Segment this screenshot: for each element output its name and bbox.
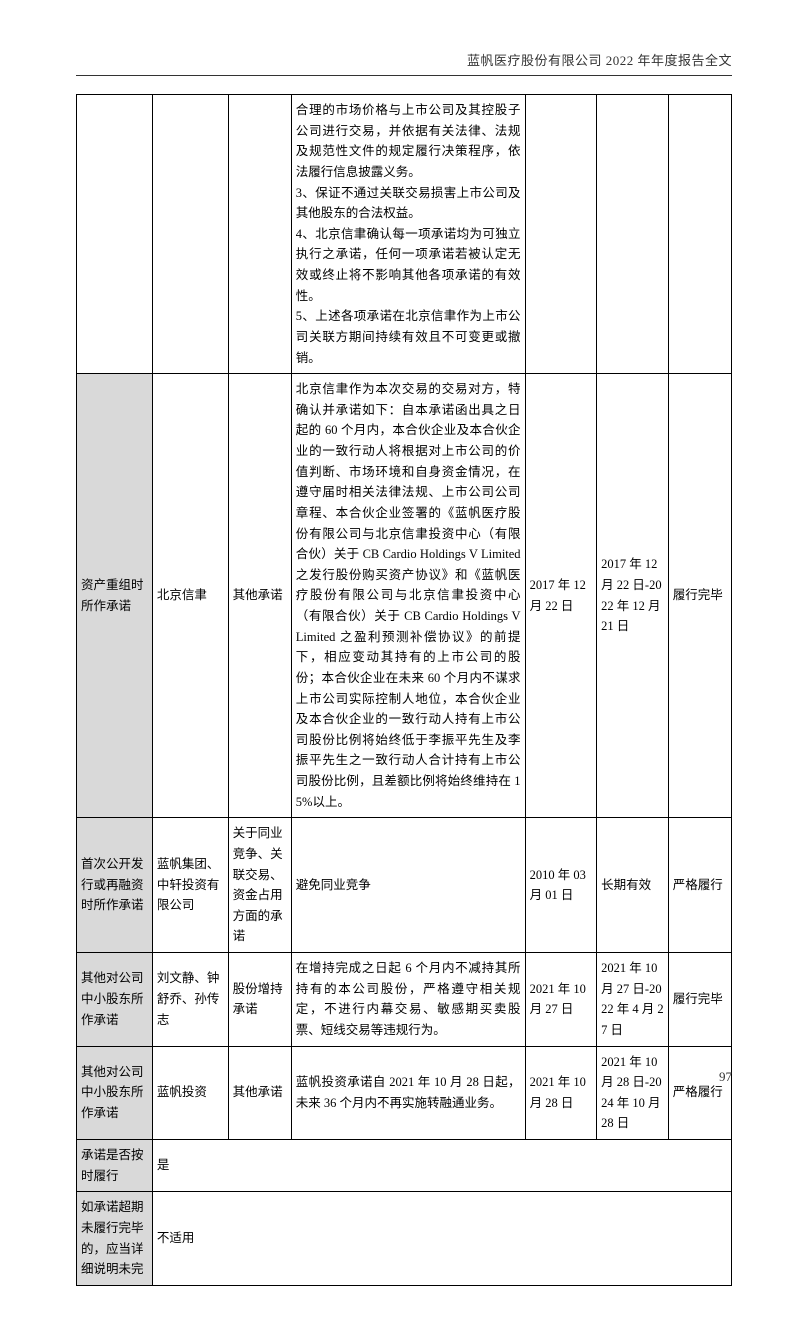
table-cell — [77, 95, 153, 374]
page-header: 蓝帆医疗股份有限公司 2022 年年度报告全文 — [76, 50, 732, 76]
table-cell: 2021 年 10 月 27 日 — [525, 953, 597, 1047]
table-cell: 是 — [152, 1140, 731, 1192]
table-cell: 长期有效 — [597, 818, 669, 953]
table-cell: 北京信聿 — [152, 374, 228, 818]
table-cell: 其他承诺 — [228, 1046, 291, 1140]
table-cell: 2021 年 10 月 27 日-2022 年 4 月 27 日 — [597, 953, 669, 1047]
table-cell: 履行完毕 — [668, 374, 731, 818]
table-cell: 2010 年 03 月 01 日 — [525, 818, 597, 953]
table-cell: 2017 年 12 月 22 日 — [525, 374, 597, 818]
table-row: 其他对公司中小股东所作承诺蓝帆投资其他承诺蓝帆投资承诺自 2021 年 10 月… — [77, 1046, 732, 1140]
table-cell: 蓝帆投资 — [152, 1046, 228, 1140]
table-row: 资产重组时所作承诺北京信聿其他承诺北京信聿作为本次交易的交易对方，特确认并承诺如… — [77, 374, 732, 818]
table-row: 承诺是否按时履行是 — [77, 1140, 732, 1192]
table-cell: 股份增持承诺 — [228, 953, 291, 1047]
table-cell: 不适用 — [152, 1192, 731, 1286]
table-cell: 避免同业竞争 — [291, 818, 525, 953]
table-cell: 蓝帆集团、中轩投资有限公司 — [152, 818, 228, 953]
table-cell: 承诺是否按时履行 — [77, 1140, 153, 1192]
table-cell: 在增持完成之日起 6 个月内不减持其所持有的本公司股份，严格遵守相关规定，不进行… — [291, 953, 525, 1047]
table-row: 合理的市场价格与上市公司及其控股子公司进行交易，并依据有关法律、法规及规范性文件… — [77, 95, 732, 374]
table-cell: 如承诺超期未履行完毕的，应当详细说明未完 — [77, 1192, 153, 1286]
table-cell: 2021 年 10 月 28 日 — [525, 1046, 597, 1140]
table-cell — [525, 95, 597, 374]
table-cell: 资产重组时所作承诺 — [77, 374, 153, 818]
table-row: 如承诺超期未履行完毕的，应当详细说明未完不适用 — [77, 1192, 732, 1286]
table-cell — [228, 95, 291, 374]
table-row: 首次公开发行或再融资时所作承诺蓝帆集团、中轩投资有限公司关于同业竞争、关联交易、… — [77, 818, 732, 953]
table-cell: 北京信聿作为本次交易的交易对方，特确认并承诺如下：自本承诺函出具之日起的 60 … — [291, 374, 525, 818]
table-cell: 2021 年 10 月 28 日-2024 年 10 月 28 日 — [597, 1046, 669, 1140]
table-cell — [668, 95, 731, 374]
table-cell: 其他对公司中小股东所作承诺 — [77, 1046, 153, 1140]
table-cell: 其他对公司中小股东所作承诺 — [77, 953, 153, 1047]
page-number: 97 — [719, 1069, 732, 1085]
table-row: 其他对公司中小股东所作承诺刘文静、钟舒乔、孙传志股份增持承诺在增持完成之日起 6… — [77, 953, 732, 1047]
table-cell: 刘文静、钟舒乔、孙传志 — [152, 953, 228, 1047]
commitments-table: 合理的市场价格与上市公司及其控股子公司进行交易，并依据有关法律、法规及规范性文件… — [76, 94, 732, 1286]
table-cell — [152, 95, 228, 374]
table-cell: 严格履行 — [668, 818, 731, 953]
table-cell: 其他承诺 — [228, 374, 291, 818]
table-cell: 蓝帆投资承诺自 2021 年 10 月 28 日起，未来 36 个月内不再实施转… — [291, 1046, 525, 1140]
table-cell: 2017 年 12 月 22 日-2022 年 12 月 21 日 — [597, 374, 669, 818]
table-cell: 首次公开发行或再融资时所作承诺 — [77, 818, 153, 953]
table-cell — [597, 95, 669, 374]
table-cell: 合理的市场价格与上市公司及其控股子公司进行交易，并依据有关法律、法规及规范性文件… — [291, 95, 525, 374]
table-cell: 严格履行 — [668, 1046, 731, 1140]
table-cell: 关于同业竞争、关联交易、资金占用方面的承诺 — [228, 818, 291, 953]
table-cell: 履行完毕 — [668, 953, 731, 1047]
